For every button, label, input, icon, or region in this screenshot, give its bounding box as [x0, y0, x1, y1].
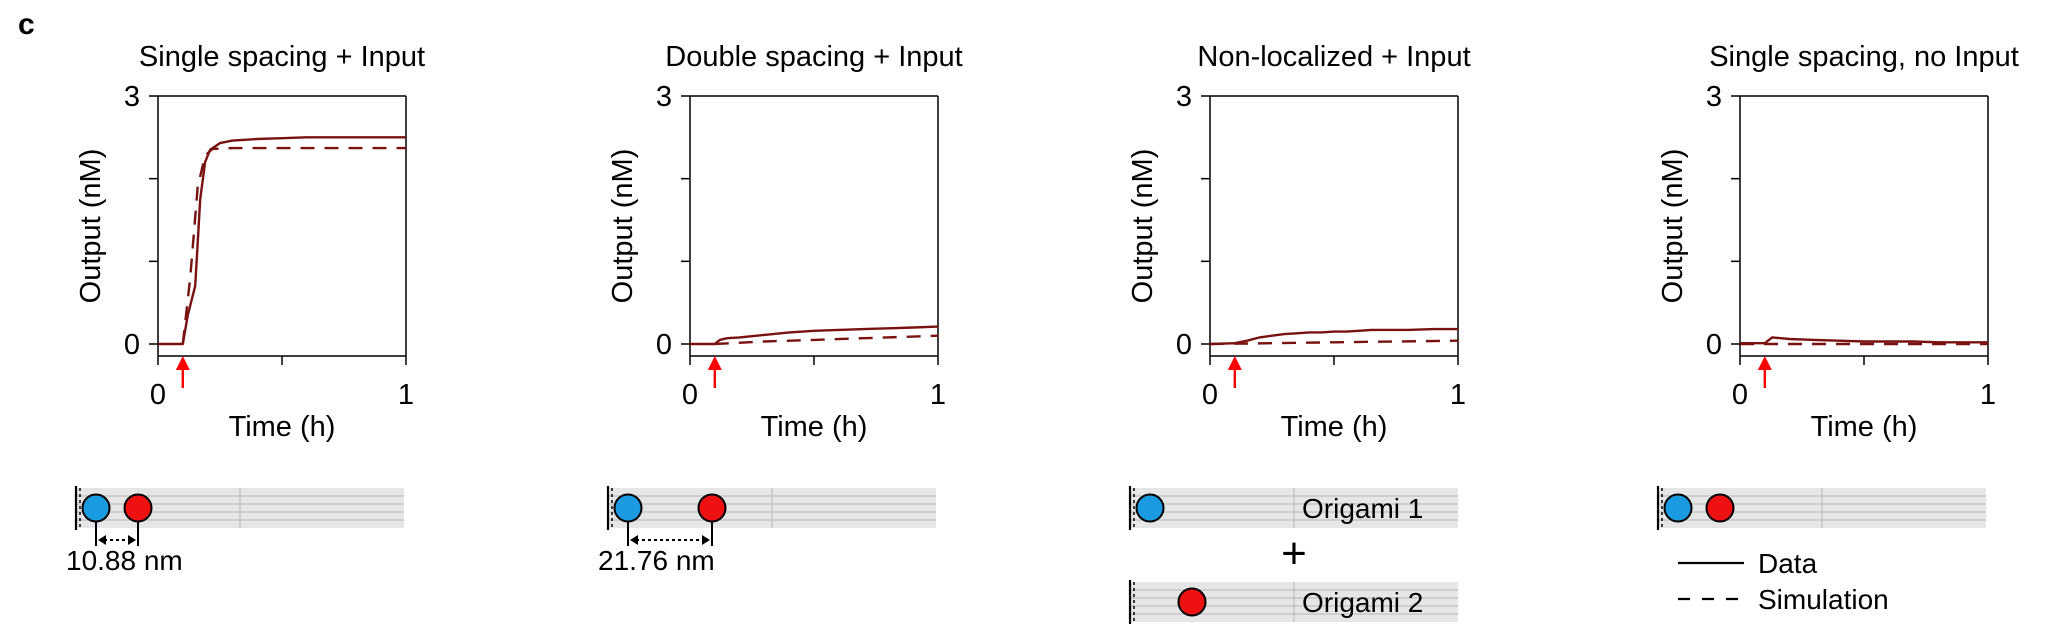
panel-3-x-tick-label-max: 1 [1450, 379, 1466, 411]
legend-data-label: Data [1758, 548, 1818, 579]
panel-4-red-dot [1705, 493, 1735, 523]
panel-2-x-tick-label-max: 1 [930, 379, 946, 411]
panel-1-y-tick-label-max: 3 [124, 81, 140, 113]
panel-1-spacing-arrow-right [128, 535, 136, 545]
panel-2-y-axis-label: Output (nM) [607, 149, 639, 304]
panel-1-x-axis-label: Time (h) [229, 411, 336, 443]
panel-4-input-arrow-head [1757, 356, 1772, 370]
panel-1-y-axis-label: Output (nM) [75, 149, 107, 304]
panel-1-spacing-arrow-left [98, 535, 106, 545]
panel-2-x-axis-label: Time (h) [761, 411, 868, 443]
panel-1-spacing-label: 10.88 nm [66, 545, 183, 576]
panel-2-y-tick-label-max: 3 [656, 81, 672, 113]
panel-4-title: Single spacing, no Input [1709, 41, 2019, 73]
panel-3-input-arrow-head [1227, 356, 1242, 370]
panel-3-origami-2-red-dot [1177, 587, 1207, 617]
panel-3-y-axis-label: Output (nM) [1127, 149, 1159, 304]
panel-1-x-tick-label-max: 1 [398, 379, 414, 411]
panel-3-plus-sign: + [1281, 529, 1307, 578]
panel-2-series-simulation-line [714, 334, 939, 346]
panel-2-spacing-label: 21.76 nm [598, 545, 715, 576]
panel-3-series-data-line [1209, 327, 1458, 346]
panel-3-origami-2-label: Origami 2 [1302, 587, 1423, 618]
panel-1-input-arrow-head [175, 356, 190, 370]
panel-2-spacing-arrow-right [702, 535, 710, 545]
panel-3-x-tick-label-min: 0 [1202, 379, 1218, 411]
legend-simulation-label: Simulation [1758, 584, 1889, 615]
panel-3-x-axis-label: Time (h) [1281, 411, 1388, 443]
panel-2-title: Double spacing + Input [665, 41, 962, 73]
panel-2-series-data-line [690, 325, 939, 346]
panel-1-series-data-line [158, 136, 406, 346]
panel-2-input-arrow-head [707, 356, 722, 370]
panel-2-x-tick-label-min: 0 [682, 379, 698, 411]
panel-1-x-tick-label-min: 0 [150, 379, 166, 411]
panel-4-x-tick-label-min: 0 [1732, 379, 1748, 411]
panel-2-red-dot [697, 493, 727, 523]
panel-4-x-tick-label-max: 1 [1980, 379, 1996, 411]
panel-4-y-tick-label-min: 0 [1706, 329, 1722, 361]
panel-3-title: Non-localized + Input [1197, 41, 1470, 73]
panel-1-blue-dot [81, 493, 111, 523]
panel-3-series-simulation-line [1209, 339, 1459, 346]
panel-1-title: Single spacing + Input [139, 41, 425, 73]
panel-3-y-tick-label-max: 3 [1176, 81, 1192, 113]
panel-3-origami-1-blue-dot [1135, 493, 1165, 523]
panel-1-y-tick-label-min: 0 [124, 329, 140, 361]
panel-1-red-dot [123, 493, 153, 523]
panel-4-y-axis-label: Output (nM) [1657, 149, 1689, 304]
panel-4-series-data-line [1740, 336, 1988, 345]
panel-4-y-tick-label-max: 3 [1706, 81, 1722, 113]
panel-2-blue-dot [613, 493, 643, 523]
panel-4-x-axis-label: Time (h) [1811, 411, 1918, 443]
panel-3-y-tick-label-min: 0 [1176, 329, 1192, 361]
panel-4-blue-dot [1663, 493, 1693, 523]
panel-letter: c [18, 8, 35, 41]
panel-1-series-simulation-line [181, 146, 406, 345]
panel-3-origami-1-label: Origami 1 [1302, 493, 1423, 524]
panel-2-y-tick-label-min: 0 [656, 329, 672, 361]
panel-2-spacing-arrow-left [630, 535, 638, 545]
